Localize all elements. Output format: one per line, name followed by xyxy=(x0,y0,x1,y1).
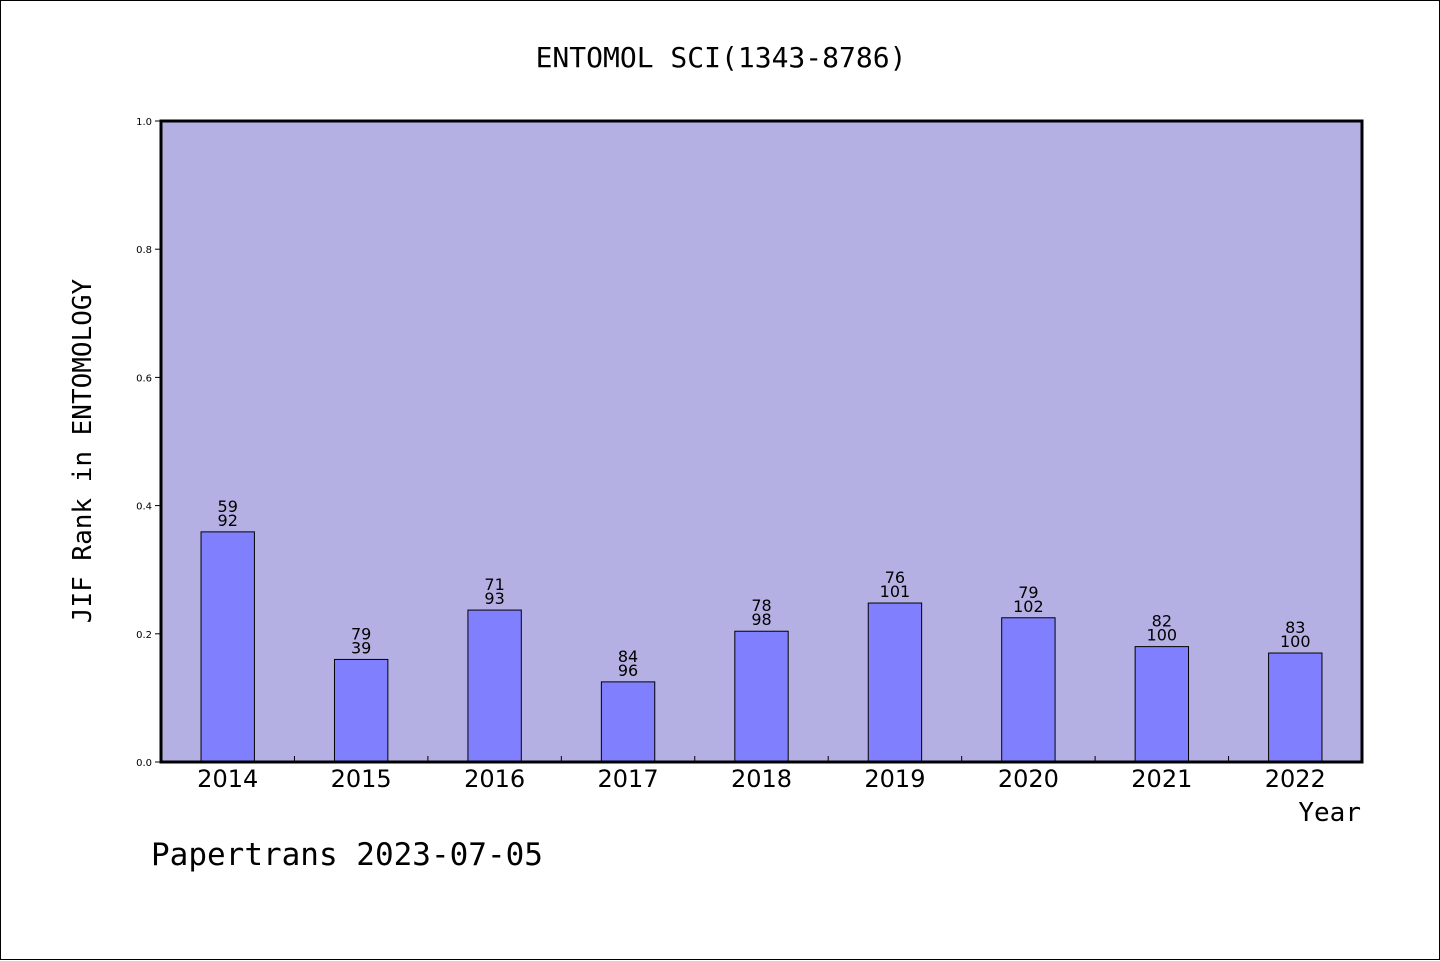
x-tick-label: 2019 xyxy=(864,765,925,793)
bar-label-total: 92 xyxy=(218,511,238,530)
bar-label-rank: 71 xyxy=(484,575,504,594)
x-tick-label: 2022 xyxy=(1265,765,1326,793)
x-tick-label: 2014 xyxy=(197,765,258,793)
bar-label-rank: 79 xyxy=(1018,583,1038,602)
x-tick-label: 2016 xyxy=(464,765,525,793)
bar-2018 xyxy=(734,630,789,763)
x-tick-label: 2021 xyxy=(1131,765,1192,793)
bar-label-rank: 78 xyxy=(751,596,771,615)
bar-label-rank: 79 xyxy=(351,624,371,643)
y-tick-label: 0.8 xyxy=(136,245,152,256)
x-tick-label: 2015 xyxy=(331,765,392,793)
bar-label-rank: 83 xyxy=(1285,618,1305,637)
bar-label-total: 100 xyxy=(1280,632,1311,651)
bar-2014 xyxy=(200,531,255,763)
bar-2021 xyxy=(1134,646,1190,763)
bar-label-rank: 59 xyxy=(218,497,238,516)
plot-frame xyxy=(159,119,1364,764)
bar-label-total: 101 xyxy=(880,582,911,601)
bar-label-total: 39 xyxy=(351,638,371,657)
bar-label-total: 96 xyxy=(618,661,638,680)
bar-label-rank: 84 xyxy=(618,647,638,666)
x-tick-label: 2018 xyxy=(731,765,792,793)
bar-label-rank: 82 xyxy=(1152,612,1172,631)
bar-2016 xyxy=(467,609,522,763)
y-tick-label: 0.0 xyxy=(136,758,152,769)
bar-label-total: 98 xyxy=(751,610,771,629)
x-tick-label: 2017 xyxy=(598,765,659,793)
bar-label-total: 102 xyxy=(1013,597,1044,616)
bar-2015 xyxy=(333,658,389,763)
bar-label-rank: 76 xyxy=(885,568,905,587)
y-tick-label: 0.4 xyxy=(136,502,152,513)
y-axis-label: JIF Rank in ENTOMOLOGY xyxy=(68,278,98,623)
bar-label-total: 93 xyxy=(484,589,504,608)
x-tick-label: 2020 xyxy=(998,765,1059,793)
x-axis-label: Year xyxy=(1298,798,1361,828)
y-tick-label: 0.6 xyxy=(136,373,152,384)
bar-2020 xyxy=(1001,617,1056,763)
bar-2017 xyxy=(600,681,656,763)
bars-layer xyxy=(200,531,1323,763)
footer-text: Papertrans 2023-07-05 xyxy=(151,837,543,873)
bar-2019 xyxy=(867,602,923,763)
y-tick-label: 1.0 xyxy=(136,117,152,128)
bar-2022 xyxy=(1268,652,1323,763)
y-tick-label: 0.2 xyxy=(136,630,152,641)
y-axis: 0.0 0.2 0.4 0.6 0.8 1.0 xyxy=(136,117,161,769)
x-axis: 2014 2015 2016 2017 2018 2019 2020 2021 2022 xyxy=(197,756,1326,793)
chart-title: ENTOMOL SCI(1343-8786) xyxy=(536,41,907,74)
bar-label-total: 100 xyxy=(1147,626,1178,645)
